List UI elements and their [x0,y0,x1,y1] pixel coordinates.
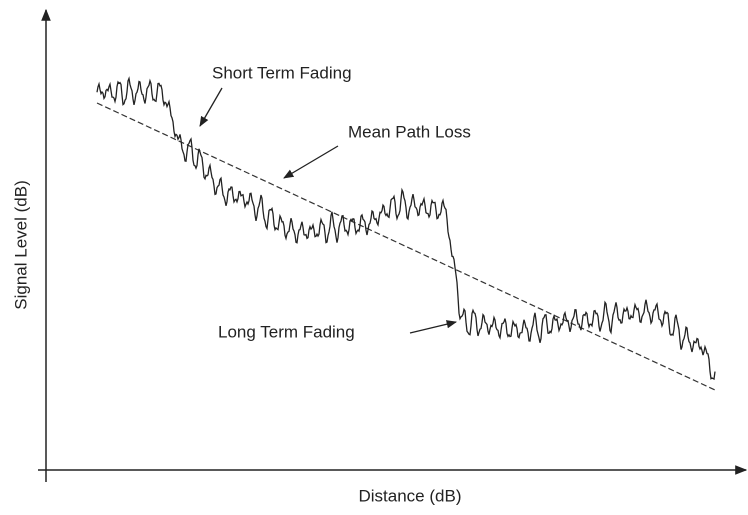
short-term-arrow [199,87,223,127]
y-axis-label: Signal Level (dB) [11,180,30,309]
x-axis-label: Distance (dB) [359,486,462,505]
mean-path-line [96,102,716,391]
long-term-label: Long Term Fading [218,322,355,341]
signal-curve [96,76,716,381]
long-term-arrow [409,320,458,334]
mean-path-label: Mean Path Loss [348,122,471,141]
mean-path-arrow [283,145,339,179]
short-term-label: Short Term Fading [212,63,352,82]
